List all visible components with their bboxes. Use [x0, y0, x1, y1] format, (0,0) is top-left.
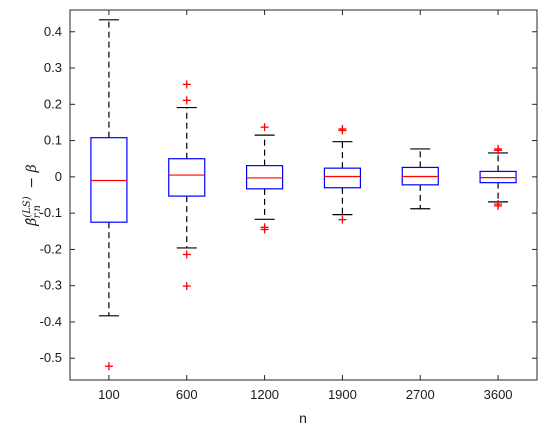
svg-text:β̂(LS)r,n − β: β̂(LS)r,n − β: [22, 164, 43, 226]
y-axis: -0.5 -0.4 -0.3 -0.2 -0.1 0 0.1 0.2 0.3 0.4: [40, 24, 537, 365]
box-2700: [401, 148, 439, 210]
outlier-marker: [104, 362, 113, 371]
y-tick-label: -0.5: [40, 350, 62, 365]
box-iqr: [168, 158, 206, 197]
plot-area-frame: [69, 9, 538, 381]
y-tick-label: -0.4: [40, 314, 62, 329]
outlier-marker: [338, 215, 347, 224]
box-100: [90, 19, 128, 371]
outlier-marker: [260, 225, 269, 234]
outlier-marker: [182, 282, 191, 291]
x-tick-label: 1200: [250, 387, 279, 402]
y-axis-label-beta-hat: β̂: [24, 218, 40, 227]
y-axis-label: β̂(LS)r,n − β: [22, 164, 43, 226]
box-1200: [245, 123, 284, 234]
outlier-marker: [494, 146, 503, 155]
x-axis: 100 600 1200 1900 2700 3600: [98, 10, 513, 402]
box-3600: [479, 144, 517, 210]
box-iqr: [245, 165, 284, 190]
y-tick-label: 0.2: [44, 96, 62, 111]
x-tick-label: 3600: [484, 387, 513, 402]
y-tick-label: -0.3: [40, 278, 62, 293]
y-tick-label: 0.4: [44, 24, 62, 39]
y-axis-label-superscript: (LS): [22, 196, 33, 217]
box-1900: [323, 124, 362, 224]
y-axis-label-subscript: r,n: [32, 205, 43, 218]
outlier-marker: [494, 201, 503, 210]
y-axis-label-minus-beta: − β: [24, 164, 40, 193]
outlier-marker: [182, 96, 191, 105]
x-tick-label: 2700: [406, 387, 435, 402]
y-tick-label: -0.1: [40, 205, 62, 220]
box-iqr: [323, 167, 362, 189]
y-tick-label: 0: [55, 169, 62, 184]
box-series: [90, 19, 517, 371]
y-tick-label: 0.1: [44, 133, 62, 148]
y-tick-label: 0.3: [44, 60, 62, 75]
outlier-marker: [260, 123, 269, 132]
y-tick-label: -0.2: [40, 241, 62, 256]
outlier-marker: [182, 250, 191, 259]
outlier-marker: [338, 124, 347, 133]
outlier-marker: [182, 80, 191, 89]
x-axis-label: n: [299, 410, 307, 426]
x-tick-label: 1900: [328, 387, 357, 402]
box-600: [168, 80, 206, 291]
x-tick-label: 600: [176, 387, 198, 402]
x-tick-label: 100: [98, 387, 120, 402]
